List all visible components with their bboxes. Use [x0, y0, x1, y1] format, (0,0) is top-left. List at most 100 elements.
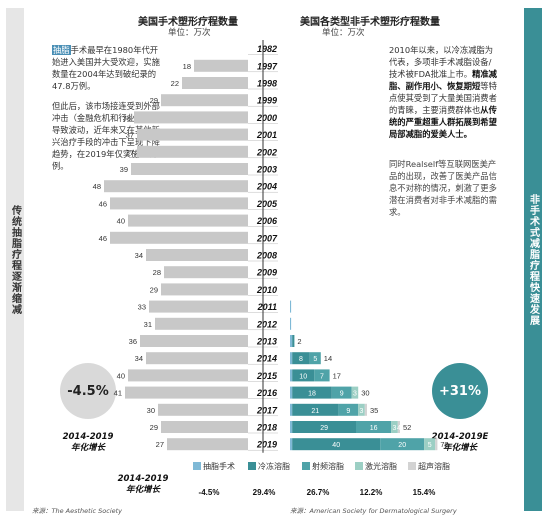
right-bar-segment	[380, 438, 425, 451]
right-bar-segment	[292, 438, 381, 451]
right-bar-segment	[351, 386, 359, 399]
right-bar-segment	[356, 421, 392, 433]
right-bar-segment	[391, 421, 398, 433]
growth-value: 12.2%	[360, 488, 383, 497]
left-bar	[104, 180, 248, 193]
right-text-p1-bold2: 从传统的严重超重人群拓展到希望局部减脂的爱美人士。	[389, 105, 497, 139]
year-label: 2009	[256, 268, 277, 278]
right-segment-label: 29	[320, 425, 328, 432]
left-bar	[158, 403, 248, 416]
right-bar-segment	[435, 438, 438, 451]
right-bar-segment	[314, 369, 330, 382]
kpi-right-label-line2: 年化增长	[442, 443, 477, 453]
year-label: 1997	[257, 61, 278, 71]
right-segment-label: 7	[320, 373, 324, 380]
legend-label: 射频溶脂	[312, 461, 344, 471]
left-bar	[110, 197, 248, 210]
left-bar	[167, 438, 248, 451]
source-left: 来源：The Aesthetic Society	[32, 507, 123, 515]
right-total-label: 70	[440, 440, 448, 449]
growth-row-label-line1: 2014-2019	[117, 474, 169, 484]
right-bar-segment	[290, 300, 292, 313]
right-total-label: 30	[361, 389, 369, 398]
right-segment-label: 10	[299, 373, 307, 380]
left-chart-unit: 单位：万次	[168, 28, 211, 38]
left-bar-value: 33	[138, 303, 146, 312]
left-text-p1-body: 手术最早在1980年代开始进入美国并大受欢迎，实施数量在2004年达到破纪录的4…	[52, 45, 160, 91]
year-label: 2003	[256, 165, 277, 175]
kpi-left-label: 2014-2019 年化增长	[50, 432, 126, 454]
year-label: 2019	[256, 440, 277, 450]
right-segment-label: 16	[370, 425, 378, 432]
left-bar	[161, 283, 248, 296]
left-bar	[161, 94, 248, 107]
year-label: 1999	[257, 96, 277, 106]
legend-swatch	[248, 462, 256, 470]
growth-row-label: 2014-2019 年化增长	[108, 474, 178, 496]
left-bar	[164, 266, 248, 279]
year-label: 2006	[256, 216, 278, 226]
right-segment-label: 21	[311, 408, 319, 415]
year-label: 2001	[256, 130, 277, 140]
legend-swatch	[193, 462, 201, 470]
left-bar-value: 34	[135, 354, 143, 363]
growth-value: 29.4%	[253, 488, 276, 497]
year-label: 2015	[256, 371, 278, 381]
right-bar-segment	[292, 421, 356, 433]
left-bar	[128, 369, 248, 382]
left-bar-value: 29	[150, 423, 158, 432]
left-bar-value: 28	[153, 268, 161, 277]
highlight-liposuction: 抽脂	[52, 45, 71, 55]
kpi-left-circle: -4.5%	[60, 363, 116, 419]
right-side-band: 非手术式减脂疗程快速发展	[524, 8, 542, 511]
year-label: 2017	[256, 405, 278, 415]
right-segment-label: 9	[346, 408, 350, 415]
left-bar-value: 29	[150, 285, 158, 294]
right-chart-unit: 单位：万次	[322, 28, 365, 38]
left-bar	[146, 249, 248, 261]
right-segment-label: 5	[313, 356, 317, 363]
left-bar	[128, 214, 248, 227]
right-text-p1-bold: 精准减脂、副作用小、恢复期短	[389, 69, 497, 91]
right-bar-segment	[338, 403, 359, 416]
right-total-label: 17	[333, 371, 341, 380]
left-bar	[194, 59, 248, 72]
right-bar-segment	[290, 421, 293, 433]
left-bar	[140, 335, 248, 347]
left-bar-value: 31	[144, 320, 152, 329]
right-bar-segment	[292, 335, 295, 347]
year-label: 2007	[256, 233, 278, 243]
year-label: 2016	[256, 388, 278, 398]
right-segment-label: 3	[393, 425, 397, 432]
right-bar-segment	[364, 403, 367, 416]
year-label: 2005	[256, 199, 278, 209]
left-bar	[155, 317, 248, 330]
right-total-label: 52	[403, 423, 411, 432]
left-bar-value: 37	[126, 131, 134, 140]
left-bar	[146, 352, 248, 365]
left-bar-value: 18	[183, 62, 191, 71]
right-bar-segment	[290, 352, 293, 365]
right-text-p1-plain: 2010年以来，以冷冻减脂为代表，多项非手术减脂设备/技术被FDA批准上市。	[389, 45, 494, 79]
right-bar-segment	[290, 438, 293, 451]
year-label: 2011	[257, 302, 277, 312]
legend-swatch	[408, 462, 416, 470]
left-bar-value: 39	[120, 165, 128, 174]
left-bar	[125, 386, 248, 399]
year-label: 1982	[257, 44, 277, 54]
right-bar-segment	[397, 421, 400, 433]
right-segment-label: 20	[398, 442, 406, 449]
legend-label: 超声溶脂	[418, 461, 450, 471]
left-bar-value: 34	[135, 251, 143, 260]
right-total-label: 35	[370, 406, 378, 415]
right-bar-segment	[292, 386, 332, 399]
year-label: 1998	[257, 79, 277, 89]
right-band-label: 非手术式减脂疗程快速发展	[527, 193, 539, 326]
year-label: 2018	[256, 423, 277, 433]
right-bar-segment	[424, 438, 436, 451]
right-segment-label: 18	[308, 391, 316, 398]
right-bar-segment	[290, 369, 293, 382]
legend-label: 冷冻溶脂	[258, 461, 290, 471]
right-bar-segment	[358, 403, 365, 416]
